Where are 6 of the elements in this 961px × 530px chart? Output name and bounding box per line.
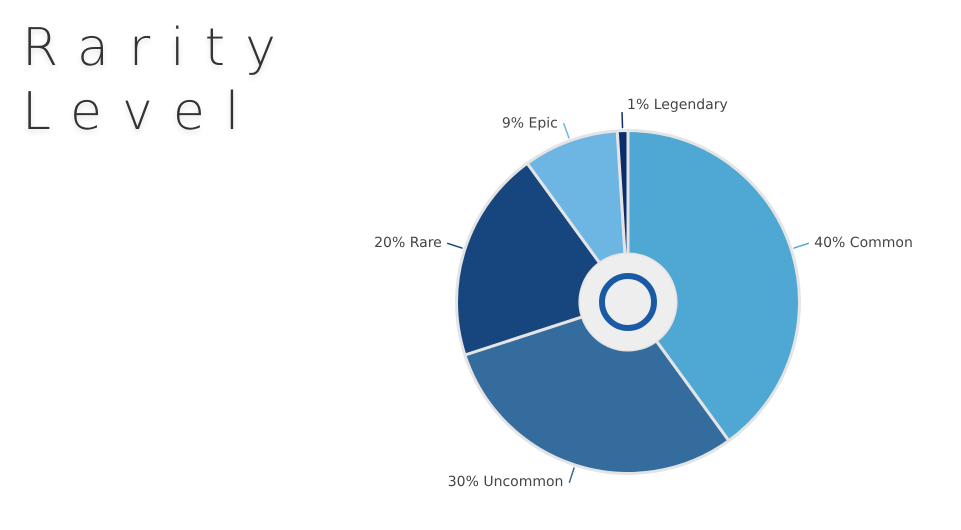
slice-label: 1% Legendary: [627, 97, 728, 114]
slice-label: 20% Rare: [374, 235, 442, 252]
slice-label: 9% Epic: [502, 115, 558, 132]
slice-label: 30% Uncommon: [448, 474, 564, 490]
slice-label: 40% Common: [814, 235, 913, 252]
chart-title: Rarity Level: [22, 17, 297, 144]
